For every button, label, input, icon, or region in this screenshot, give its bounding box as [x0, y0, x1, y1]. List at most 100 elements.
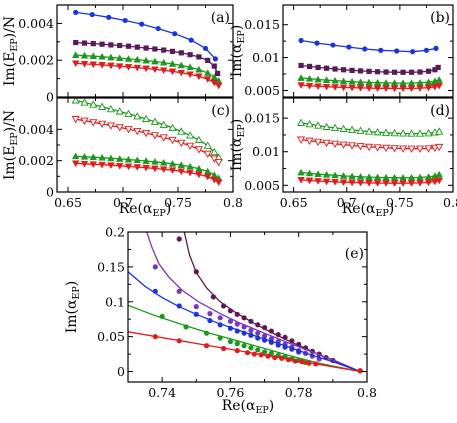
data-point-e-2-4 [217, 322, 223, 328]
series-line-e-2 [128, 271, 361, 373]
xtick-label-d-0: 0.65 [280, 195, 308, 210]
data-point-c-0-14 [194, 135, 203, 144]
data-point-b-1-8 [366, 68, 372, 74]
data-point-d-3-6 [348, 179, 356, 187]
data-point-b-0-4 [362, 46, 368, 52]
data-point-c-3-7 [133, 164, 142, 171]
plot-area-e [128, 232, 363, 374]
data-point-a-3-3 [98, 62, 106, 69]
data-point-a-3-0 [71, 60, 80, 68]
data-point-c-0-10 [159, 120, 168, 128]
xtick-label-e-3: 0.8 [357, 385, 377, 400]
data-point-e-1-0 [152, 264, 158, 270]
series-line-e-1 [146, 232, 361, 373]
data-point-c-2-4 [107, 154, 115, 162]
data-point-d-3-17 [435, 177, 443, 185]
data-point-a-3-13 [186, 71, 194, 79]
data-point-e-2-5 [227, 325, 234, 331]
data-point-d-2-0 [297, 168, 305, 176]
data-point-c-2-3 [98, 153, 106, 161]
data-point-c-0-6 [124, 109, 133, 117]
data-point-e-3-6 [241, 343, 247, 349]
data-point-b-1-11 [391, 69, 398, 75]
data-point-a-1-10 [161, 47, 167, 53]
data-point-c-0-15 [203, 141, 212, 149]
xtick-label-e-2: 0.78 [285, 385, 313, 400]
ytick-label-c-0: 0 [46, 185, 54, 200]
data-point-c-2-8 [142, 157, 150, 164]
data-point-d-3-9 [373, 180, 382, 187]
ytick-label-e-3: 0.15 [97, 259, 125, 274]
data-point-c-1-13 [186, 142, 195, 151]
data-point-d-0-5 [339, 124, 348, 132]
series-line-e-4 [128, 331, 361, 373]
data-point-e-0-5 [234, 311, 240, 317]
data-point-e-4-1 [176, 338, 182, 344]
data-point-b-1-6 [349, 67, 355, 73]
data-point-e-1-2 [193, 304, 199, 310]
data-point-b-1-9 [374, 69, 381, 75]
data-point-a-1-7 [134, 44, 140, 50]
data-point-e-4-13 [299, 359, 305, 365]
data-point-c-0-8 [142, 114, 151, 123]
data-point-d-2-8 [365, 173, 373, 180]
data-point-d-1-6 [347, 142, 357, 150]
panel-label-e: (e) [345, 246, 364, 262]
data-point-b-1-4 [332, 66, 338, 72]
panel-e: 0.74 0.76 0.78 0.8 0 0.05 0.1 0.15 0.2 Im(αEP) Re(… [64, 225, 377, 417]
data-point-e-0-2 [210, 294, 216, 300]
data-point-c-0-12 [177, 127, 186, 135]
data-point-c-1-17 [214, 159, 223, 167]
axes-frame-d [282, 97, 454, 193]
data-point-c-1-8 [142, 130, 151, 138]
data-point-c-3-15 [203, 173, 212, 181]
data-point-e-3-7 [248, 345, 254, 351]
data-point-b-0-5 [378, 47, 384, 53]
plot-area-d [296, 118, 444, 188]
y-axis-label-d: Im(αEP) [229, 119, 247, 172]
data-point-e-0-0 [176, 236, 182, 242]
xtick-label-e-1: 0.76 [217, 385, 245, 400]
data-point-d-3-1 [305, 177, 314, 185]
data-point-e-4-12 [292, 358, 298, 364]
data-point-c-0-13 [186, 131, 195, 139]
data-point-e-1-3 [207, 311, 213, 317]
xtick-label-d-1: 0.7 [337, 195, 357, 210]
data-point-e-2-7 [241, 330, 247, 336]
data-point-d-3-12 [399, 180, 407, 188]
data-point-b-0-0 [298, 37, 304, 44]
data-point-a-1-11 [169, 48, 176, 54]
data-point-c-0-1 [80, 98, 89, 106]
data-point-d-2-15 [424, 173, 433, 180]
data-point-e-0-8 [255, 322, 261, 328]
data-point-e-0-11 [275, 331, 281, 338]
panel-label-d: (d) [430, 103, 450, 119]
data-point-b-3-1 [305, 82, 314, 90]
data-point-c-2-5 [115, 155, 124, 162]
data-point-a-3-6 [124, 64, 133, 71]
data-point-d-3-4 [331, 179, 339, 186]
data-point-c-3-11 [168, 167, 177, 175]
data-point-b-3-6 [348, 84, 356, 92]
data-point-d-1-10 [381, 144, 391, 153]
data-point-e-4-2 [203, 343, 210, 349]
data-point-b-2-4 [331, 76, 339, 84]
data-point-b-1-3 [323, 65, 330, 71]
data-point-d-0-17 [435, 127, 444, 135]
data-point-d-0-7 [356, 126, 365, 134]
data-point-e-3-2 [203, 330, 210, 336]
ytick-label-c-2: 0.004 [18, 122, 54, 137]
data-point-e-1-8 [248, 327, 254, 333]
data-point-c-2-7 [133, 156, 142, 164]
panel-label-c: (c) [211, 103, 230, 119]
data-point-d-2-7 [356, 172, 365, 180]
data-point-d-2-2 [314, 170, 322, 177]
data-point-a-1-1 [81, 40, 88, 46]
data-point-a-3-8 [142, 65, 150, 73]
data-point-d-3-11 [390, 180, 399, 188]
data-point-d-1-17 [435, 143, 444, 152]
data-point-a-3-7 [133, 64, 142, 72]
data-point-b-3-13 [407, 85, 416, 93]
data-point-e-2-8 [248, 332, 254, 338]
data-point-e-1-5 [227, 318, 234, 324]
